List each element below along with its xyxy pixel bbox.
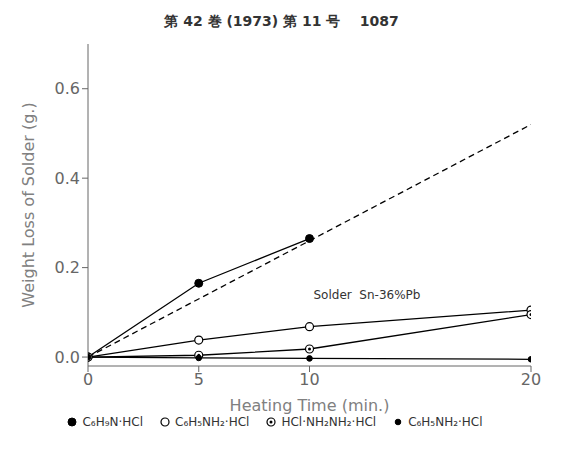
svg-text:0.2: 0.2 (55, 258, 80, 277)
svg-text:5: 5 (194, 370, 204, 389)
svg-text:0.6: 0.6 (55, 79, 80, 98)
html-text:第 42 巻 (1973) 第 11 号 1087: 第 42 巻 (1973) 第 11 号 1087 (164, 13, 399, 29)
svg-text:0.0: 0.0 (55, 348, 80, 367)
svg-text:0: 0 (83, 370, 93, 389)
svg-text:10: 10 (299, 370, 319, 389)
svg-text:0.4: 0.4 (55, 169, 80, 188)
html-text:C₆H₉N·HCl: C₆H₉N·HCl (82, 415, 143, 429)
svg-text:Heating Time (min.): Heating Time (min.) (230, 396, 390, 415)
svg-text:20: 20 (521, 370, 541, 389)
html-text:HCl·NH₂NH₂·HCl: HCl·NH₂NH₂·HCl (281, 415, 377, 429)
html-text:C₆H₅NH₂·HCl: C₆H₅NH₂·HCl (408, 415, 483, 429)
svg-text:Weight Loss of Solder (g.): Weight Loss of Solder (g.) (19, 102, 38, 307)
svg-text:Solder Sn-36%Pb: Solder Sn-36%Pb (314, 288, 421, 302)
html-text:C₆H₅NH₂·HCl: C₆H₅NH₂·HCl (175, 415, 250, 429)
